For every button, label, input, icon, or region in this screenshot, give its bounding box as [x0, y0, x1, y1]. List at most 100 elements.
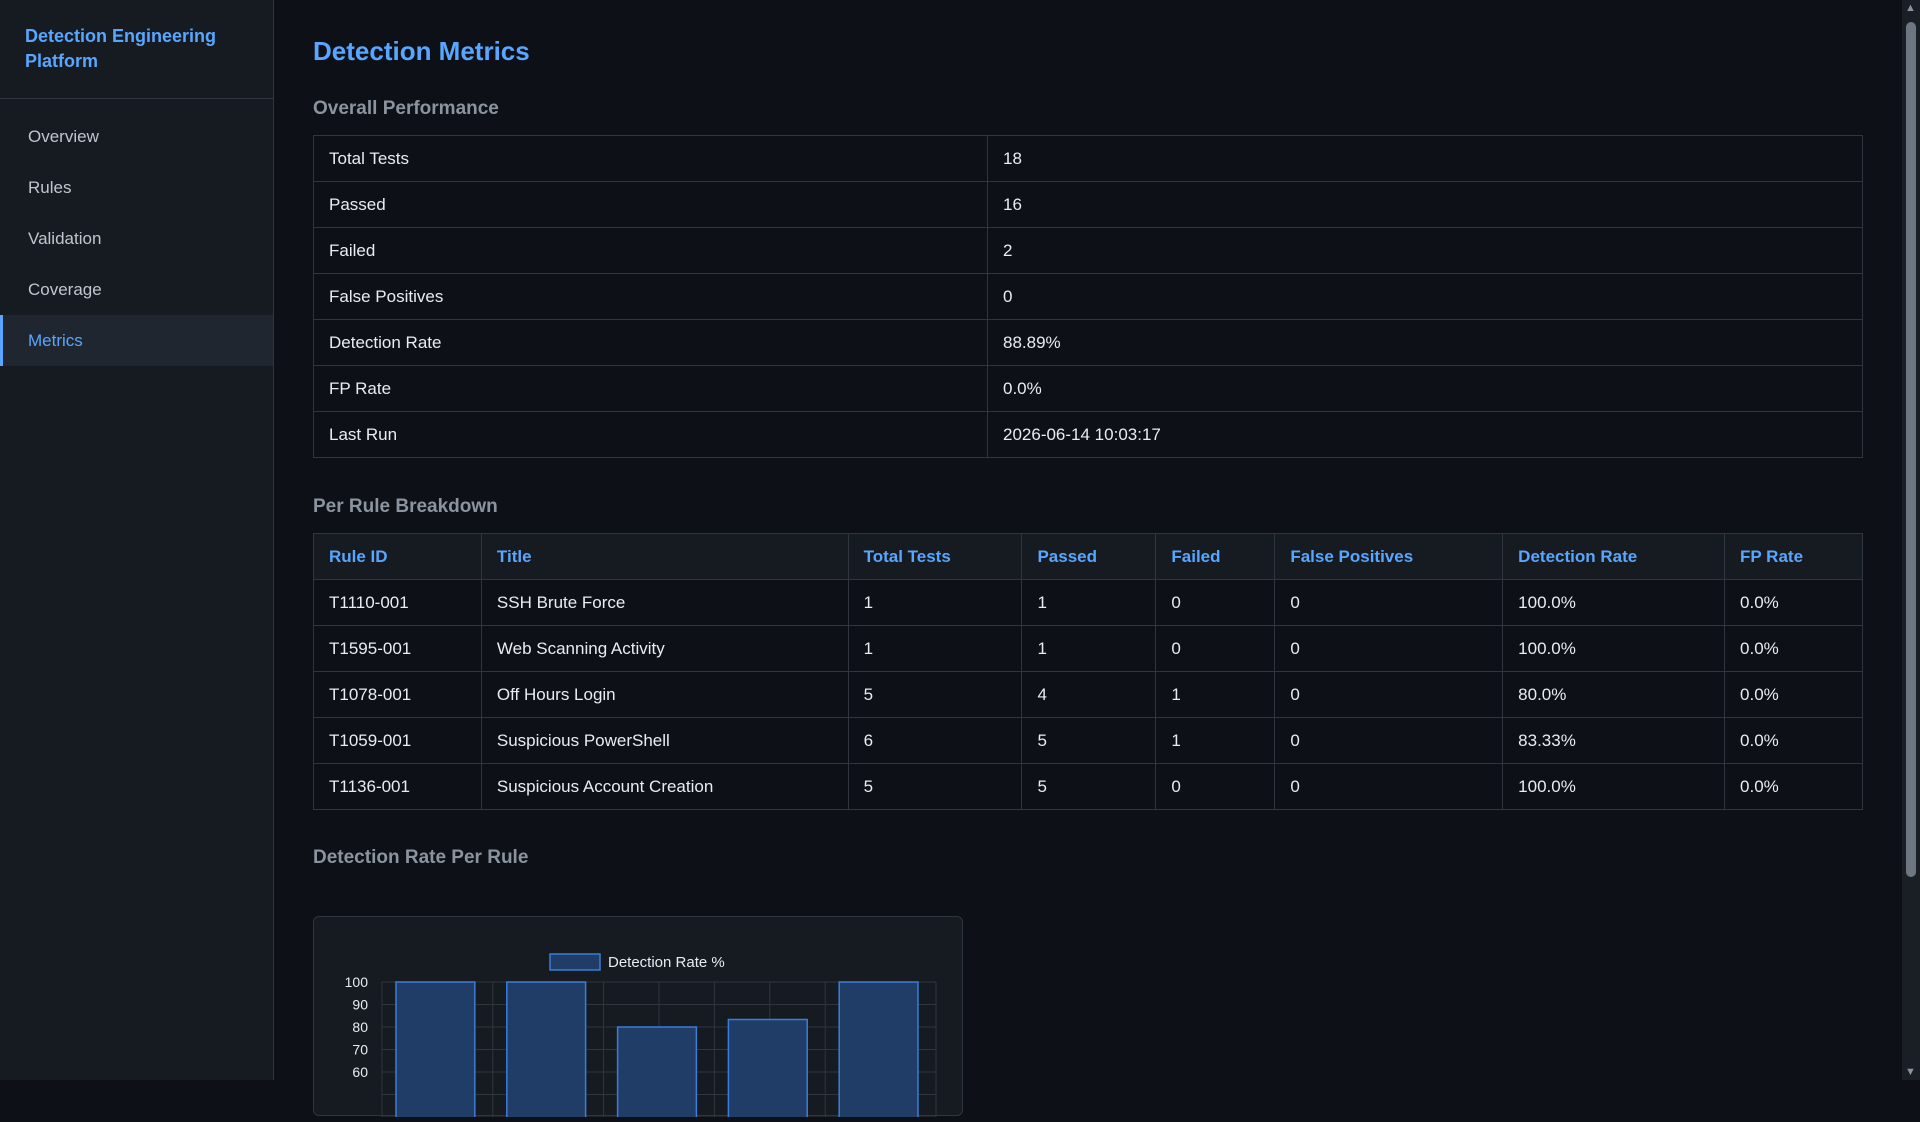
- table-cell: 0.0%: [1724, 671, 1863, 718]
- table-cell: 5: [847, 671, 1023, 718]
- table-cell: 6: [847, 717, 1023, 764]
- overall-row: Total Tests 18: [313, 135, 1863, 182]
- table-cell: 0: [1274, 671, 1504, 718]
- sidebar-item-overview[interactable]: Overview: [28, 127, 99, 146]
- table-cell: T1078-001: [313, 671, 482, 718]
- table-cell: 4: [1021, 671, 1157, 718]
- overall-heading: Overall Performance: [313, 98, 499, 119]
- table-cell: 0: [1155, 579, 1276, 626]
- table-row: T1059-001 Suspicious PowerShell 6 5 1 0 83.33%…: [313, 717, 1863, 764]
- table-cell: T1059-001: [313, 717, 482, 764]
- main-content: Detection Metrics Overall Performance To…: [313, 0, 1863, 1122]
- table-cell: 100.0%: [1502, 763, 1726, 810]
- page-title: Detection Metrics: [313, 36, 530, 66]
- table-cell: 5: [1021, 717, 1157, 764]
- table-cell: Suspicious Account Creation: [480, 763, 849, 810]
- scroll-up-icon[interactable]: ▲: [1905, 2, 1916, 14]
- table-cell: 5: [1021, 763, 1157, 810]
- legend-swatch: [549, 953, 601, 971]
- table-cell: T1110-001: [313, 579, 482, 626]
- breakdown-table: Rule ID Title Total Tests Passed Failed False…: [313, 533, 1863, 810]
- table-cell: 0: [1155, 763, 1276, 810]
- column-header: FP Rate: [1724, 533, 1863, 580]
- chart-heading: Detection Rate Per Rule: [313, 847, 529, 868]
- overall-row: Passed 16: [313, 181, 1863, 228]
- metric-label: Passed: [313, 181, 988, 228]
- table-cell: 1: [1021, 579, 1157, 626]
- chart-bar: [506, 981, 587, 1122]
- scrollbar-thumb[interactable]: [1906, 22, 1916, 877]
- sidebar: Detection Engineering Platform Overview …: [0, 0, 274, 1080]
- metric-value: 2026-06-14 10:03:17: [987, 411, 1863, 458]
- table-cell: 1: [1155, 717, 1276, 764]
- sidebar-item-coverage[interactable]: Coverage: [28, 280, 102, 299]
- brand-title: Detection Engineering Platform: [0, 0, 273, 99]
- chart-bar: [395, 981, 476, 1122]
- table-cell: Off Hours Login: [480, 671, 849, 718]
- legend-label: Detection Rate %: [608, 954, 725, 971]
- chart-bar: [838, 981, 919, 1122]
- chart-bar: [616, 1026, 698, 1122]
- metric-value: 0.0%: [987, 365, 1863, 412]
- table-cell: Web Scanning Activity: [480, 625, 849, 672]
- table-cell: 0: [1274, 579, 1504, 626]
- table-cell: 0: [1274, 717, 1504, 764]
- metric-label: False Positives: [313, 273, 988, 320]
- table-cell: Suspicious PowerShell: [480, 717, 849, 764]
- table-row: T1136-001 Suspicious Account Creation 5 5 0 0…: [313, 763, 1863, 810]
- metric-value: 16: [987, 181, 1863, 228]
- chart-bar: [727, 1018, 808, 1122]
- table-cell: 1: [847, 625, 1023, 672]
- y-tick-label: 60: [352, 1064, 368, 1080]
- y-tick-label: 90: [352, 997, 368, 1013]
- table-cell: 100.0%: [1502, 579, 1726, 626]
- table-cell: T1136-001: [313, 763, 482, 810]
- overall-row: Detection Rate 88.89%: [313, 319, 1863, 366]
- y-tick-label: 80: [352, 1019, 368, 1035]
- overall-table: Total Tests 18 Passed 16 Failed 2 False Positi…: [313, 135, 1863, 458]
- metric-label: Total Tests: [313, 135, 988, 182]
- metric-label: Detection Rate: [313, 319, 988, 366]
- column-header: False Positives: [1274, 533, 1504, 580]
- scroll-down-icon[interactable]: ▼: [1905, 1066, 1916, 1078]
- table-cell: SSH Brute Force: [480, 579, 849, 626]
- sidebar-item-rules[interactable]: Rules: [28, 178, 72, 197]
- sidebar-nav: Overview Rules Validation Coverage Metri…: [0, 111, 273, 366]
- scrollbar[interactable]: ▲ ▼: [1902, 0, 1920, 1080]
- y-tick-label: 100: [345, 974, 369, 990]
- table-cell: 5: [847, 763, 1023, 810]
- table-cell: 1: [1021, 625, 1157, 672]
- table-cell: 1: [1155, 671, 1276, 718]
- metric-label: Last Run: [313, 411, 988, 458]
- metric-label: Failed: [313, 227, 988, 274]
- metric-label: FP Rate: [313, 365, 988, 412]
- table-cell: 0.0%: [1724, 579, 1863, 626]
- chart-container: 100 90 80 70 60 Detection Rate %: [313, 916, 963, 1122]
- column-header: Failed: [1155, 533, 1276, 580]
- table-row: T1110-001 SSH Brute Force 1 1 0 0 100.0% 0.0%: [313, 579, 1863, 626]
- column-header: Rule ID: [313, 533, 482, 580]
- overall-row: False Positives 0: [313, 273, 1863, 320]
- table-cell: 0: [1274, 625, 1504, 672]
- table-cell: 1: [847, 579, 1023, 626]
- y-tick-label: 70: [352, 1042, 368, 1058]
- column-header: Detection Rate: [1502, 533, 1726, 580]
- table-cell: 0.0%: [1724, 763, 1863, 810]
- overall-row: Last Run 2026-06-14 10:03:17: [313, 411, 1863, 458]
- table-cell: 0: [1274, 763, 1504, 810]
- metric-value: 88.89%: [987, 319, 1863, 366]
- metric-value: 2: [987, 227, 1863, 274]
- table-cell: 83.33%: [1502, 717, 1726, 764]
- metric-value: 18: [987, 135, 1863, 182]
- column-header: Title: [480, 533, 849, 580]
- sidebar-item-validation[interactable]: Validation: [28, 229, 102, 248]
- sidebar-item-metrics[interactable]: Metrics: [0, 315, 273, 366]
- overall-row: FP Rate 0.0%: [313, 365, 1863, 412]
- overall-row: Failed 2: [313, 227, 1863, 274]
- table-row: T1078-001 Off Hours Login 5 4 1 0 80.0% 0.0%: [313, 671, 1863, 718]
- column-header: Passed: [1021, 533, 1157, 580]
- table-cell: 0.0%: [1724, 625, 1863, 672]
- table-cell: 0.0%: [1724, 717, 1863, 764]
- metric-value: 0: [987, 273, 1863, 320]
- column-header: Total Tests: [847, 533, 1023, 580]
